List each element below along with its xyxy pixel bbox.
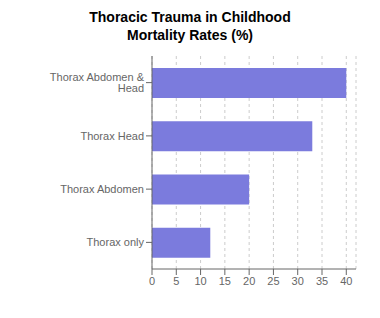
svg-text:Thorax only: Thorax only — [87, 236, 145, 248]
svg-text:Thorax Abdomen &Head: Thorax Abdomen &Head — [50, 71, 145, 94]
svg-text:25: 25 — [267, 275, 279, 287]
svg-text:40: 40 — [340, 275, 352, 287]
svg-text:Thorax Abdomen: Thorax Abdomen — [60, 183, 144, 195]
svg-text:5: 5 — [173, 275, 179, 287]
html-text:Thoracic Trauma in Childhood: Thoracic Trauma in Childhood — [89, 9, 291, 25]
svg-text:20: 20 — [243, 275, 255, 287]
svg-text:35: 35 — [316, 275, 328, 287]
svg-text:0: 0 — [149, 275, 155, 287]
html-text:Mortality Rates (%): Mortality Rates (%) — [127, 27, 253, 43]
svg-text:10: 10 — [194, 275, 206, 287]
svg-text:Thorax Head: Thorax Head — [80, 130, 144, 142]
svg-text:15: 15 — [219, 275, 231, 287]
svg-text:30: 30 — [292, 275, 304, 287]
